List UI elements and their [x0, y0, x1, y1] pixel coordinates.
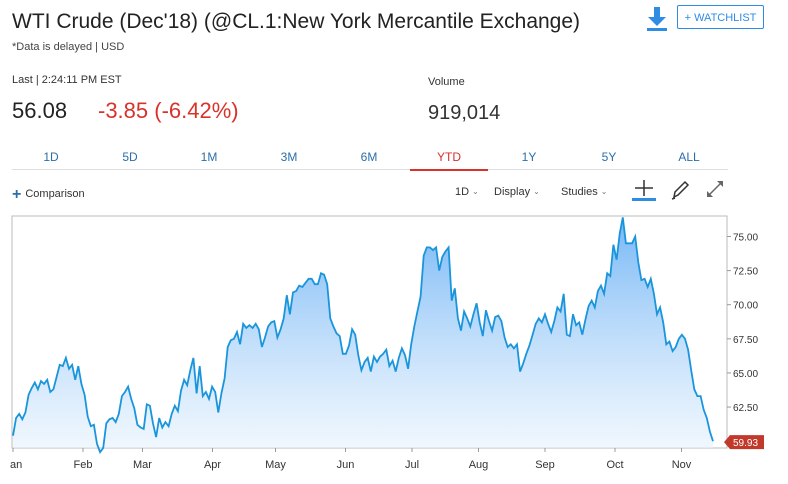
draw-pencil-icon[interactable]: [667, 178, 693, 202]
crosshair-icon[interactable]: [631, 178, 657, 202]
studies-label: Studies: [561, 186, 598, 198]
data-delayed-note: *Data is delayed | USD: [12, 41, 125, 53]
interval-label: 1D: [455, 186, 470, 198]
display-dropdown[interactable]: Display ⌄: [494, 186, 540, 198]
last-trade-label: Last | 2:24:11 PM EST: [12, 74, 122, 86]
time-range-tabs: 1D 5D 1M 3M 6M YTD 1Y 5Y ALL: [12, 145, 728, 171]
tab-all[interactable]: ALL: [678, 150, 700, 164]
x-tick-label: Mar: [133, 459, 152, 471]
tab-3m[interactable]: 3M: [280, 150, 298, 164]
y-tick-label: 67.50: [733, 335, 758, 346]
y-tick-label: 70.00: [733, 301, 758, 312]
studies-dropdown[interactable]: Studies ⌄: [561, 186, 607, 198]
y-axis: 75.00 72.50 70.00 67.50 65.00 62.50: [727, 232, 758, 414]
x-tick-label: Jun: [337, 459, 355, 471]
volume-label: Volume: [428, 76, 465, 88]
last-value-marker: [724, 435, 764, 450]
volume-value: 919,014: [428, 102, 501, 124]
x-tick-label: May: [265, 459, 286, 471]
tab-1y[interactable]: 1Y: [521, 150, 537, 164]
x-axis: an Feb Mar Apr May Jun Jul Aug Sep Oct Nov: [10, 448, 692, 471]
chevron-down-icon: ⌄: [472, 187, 479, 196]
chevron-down-icon: ⌄: [600, 187, 608, 196]
x-tick-label: Feb: [74, 459, 93, 471]
chevron-down-icon: ⌄: [533, 187, 540, 196]
last-value-badge: 59.93: [724, 435, 764, 450]
plus-icon: +: [12, 186, 22, 203]
tab-5d[interactable]: 5D: [122, 150, 138, 164]
price-change: -3.85 (-6.42%): [98, 98, 239, 123]
interval-dropdown[interactable]: 1D ⌄: [455, 186, 479, 198]
y-tick-label: 72.50: [733, 267, 758, 278]
download-icon[interactable]: [646, 6, 668, 32]
x-tick-label: Apr: [204, 459, 221, 471]
y-tick-label: 65.00: [733, 369, 758, 380]
price-line: [12, 217, 714, 454]
fullscreen-icon[interactable]: [702, 178, 728, 202]
last-price: 56.08: [12, 98, 68, 123]
x-tick-label: an: [10, 459, 22, 471]
price-area: [13, 217, 713, 453]
price-chart[interactable]: 75.00 72.50 70.00 67.50 65.00 62.50 an Feb Mar A…: [0, 212, 788, 484]
x-tick-label: Sep: [535, 459, 555, 471]
comparison-label: Comparison: [25, 188, 85, 200]
tab-1m[interactable]: 1M: [200, 150, 218, 164]
tab-6m[interactable]: 6M: [360, 150, 378, 164]
x-tick-label: Oct: [606, 459, 623, 471]
comparison-button[interactable]: + Comparison: [12, 186, 85, 204]
x-tick-label: Nov: [672, 459, 692, 471]
x-tick-label: Jul: [405, 459, 419, 471]
display-label: Display: [494, 186, 531, 198]
y-tick-label: 75.00: [733, 232, 758, 243]
tab-ytd[interactable]: YTD: [410, 145, 488, 171]
watchlist-button[interactable]: + WATCHLIST: [677, 5, 764, 29]
x-tick-label: Aug: [469, 459, 489, 471]
tab-1d[interactable]: 1D: [43, 150, 59, 164]
y-tick-label: 62.50: [733, 403, 758, 414]
tab-5y[interactable]: 5Y: [601, 150, 617, 164]
last-value-label: 59.93: [733, 438, 758, 449]
page-title: WTI Crude (Dec'18) (@CL.1:New York Merca…: [12, 10, 581, 33]
